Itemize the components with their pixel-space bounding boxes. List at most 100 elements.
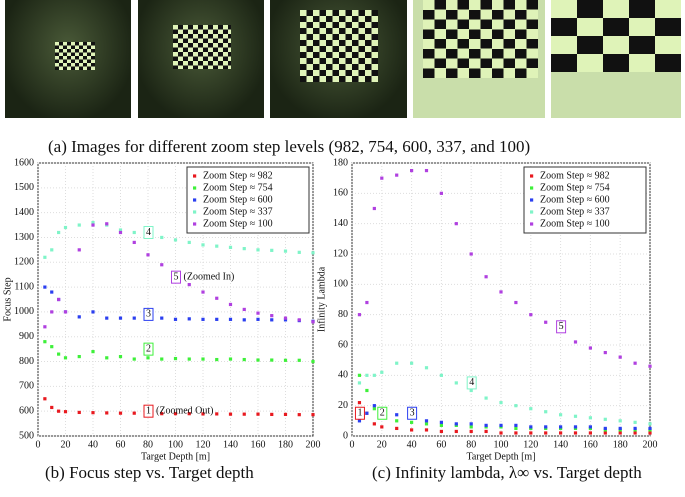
legend-label: Zoom Step ≈ 337 <box>540 206 610 217</box>
point <box>256 358 260 362</box>
point <box>297 318 301 322</box>
point <box>215 244 219 248</box>
point <box>50 290 54 294</box>
legend-marker <box>530 210 534 214</box>
x-tick-label: 0 <box>36 439 41 450</box>
x-tick-label: 40 <box>407 439 417 450</box>
point <box>410 428 414 432</box>
x-tick-label: 160 <box>251 439 266 450</box>
x-tick-label: 140 <box>553 439 568 450</box>
x-tick-label: 80 <box>143 439 153 450</box>
point <box>311 413 315 417</box>
legend-label: Zoom Step ≈ 600 <box>203 194 273 205</box>
point <box>380 370 384 374</box>
annotation-box <box>354 406 365 420</box>
point <box>77 248 81 252</box>
x-tick-label: 180 <box>278 439 293 450</box>
y-tick-label: 900 <box>19 331 34 342</box>
point <box>484 396 488 400</box>
legend-marker <box>193 186 197 190</box>
point <box>365 373 369 377</box>
point <box>648 426 652 431</box>
point <box>160 412 164 416</box>
point <box>372 407 376 411</box>
point <box>63 225 68 230</box>
point <box>50 345 54 349</box>
point <box>297 250 301 254</box>
y-tick-label: 600 <box>19 405 34 416</box>
point <box>43 255 47 259</box>
point <box>410 361 414 365</box>
y-tick-label: 1200 <box>14 257 34 268</box>
point <box>514 423 518 427</box>
annotation: 5 <box>559 321 564 332</box>
point <box>50 248 54 252</box>
point <box>105 222 109 226</box>
point <box>57 230 61 235</box>
point <box>201 317 205 321</box>
photo <box>138 0 264 118</box>
y-axis-label: Infinity Lambda <box>316 266 327 332</box>
point <box>283 412 288 417</box>
y-tick-label: 1600 <box>14 157 34 168</box>
point <box>372 422 376 426</box>
point <box>187 240 191 245</box>
point <box>633 431 637 435</box>
point <box>424 422 429 426</box>
point <box>588 416 592 420</box>
point <box>573 414 578 418</box>
point <box>357 373 362 377</box>
x-tick-label: 160 <box>583 439 598 450</box>
y-tick-label: 180 <box>333 157 348 168</box>
annotation-note: (Zoomed In) <box>184 271 235 282</box>
point <box>105 316 109 320</box>
y-tick-label: 500 <box>19 430 34 441</box>
y-tick-label: 20 <box>338 400 348 411</box>
point <box>228 357 233 361</box>
photo <box>5 0 131 118</box>
annotation-box <box>466 376 477 390</box>
point <box>160 316 164 320</box>
point <box>454 222 458 226</box>
point <box>201 412 205 416</box>
annotation-box <box>143 404 154 418</box>
point <box>228 317 233 321</box>
point <box>603 426 607 431</box>
photo <box>270 0 407 118</box>
y-axis-label: Focus Step <box>2 277 13 321</box>
point <box>469 388 473 393</box>
point <box>215 412 219 416</box>
x-tick-label: 140 <box>223 439 238 450</box>
legend <box>186 166 310 234</box>
point <box>365 388 369 393</box>
point <box>357 419 362 423</box>
legend-marker <box>193 198 197 202</box>
annotation: 3 <box>410 408 415 419</box>
point <box>63 356 68 360</box>
y-tick-label: 1400 <box>14 207 34 218</box>
point <box>544 431 548 435</box>
point <box>132 411 136 415</box>
point <box>270 314 274 318</box>
point <box>118 411 123 415</box>
point <box>297 413 301 417</box>
annotation: 1 <box>357 408 362 419</box>
y-tick-label: 60 <box>338 339 348 350</box>
point <box>603 417 607 421</box>
point <box>573 340 578 344</box>
annotation: 2 <box>146 343 151 354</box>
point <box>454 381 458 385</box>
point <box>242 318 246 322</box>
x-axis-label: Target Depth [m] <box>466 451 535 462</box>
point <box>283 318 288 322</box>
point <box>573 431 578 435</box>
point <box>588 425 592 429</box>
legend-marker <box>193 210 197 214</box>
point <box>187 283 191 287</box>
point <box>228 302 233 307</box>
point <box>514 404 518 408</box>
point <box>256 317 260 321</box>
point <box>91 411 95 415</box>
annotation: 1 <box>146 405 151 416</box>
point <box>499 423 503 427</box>
